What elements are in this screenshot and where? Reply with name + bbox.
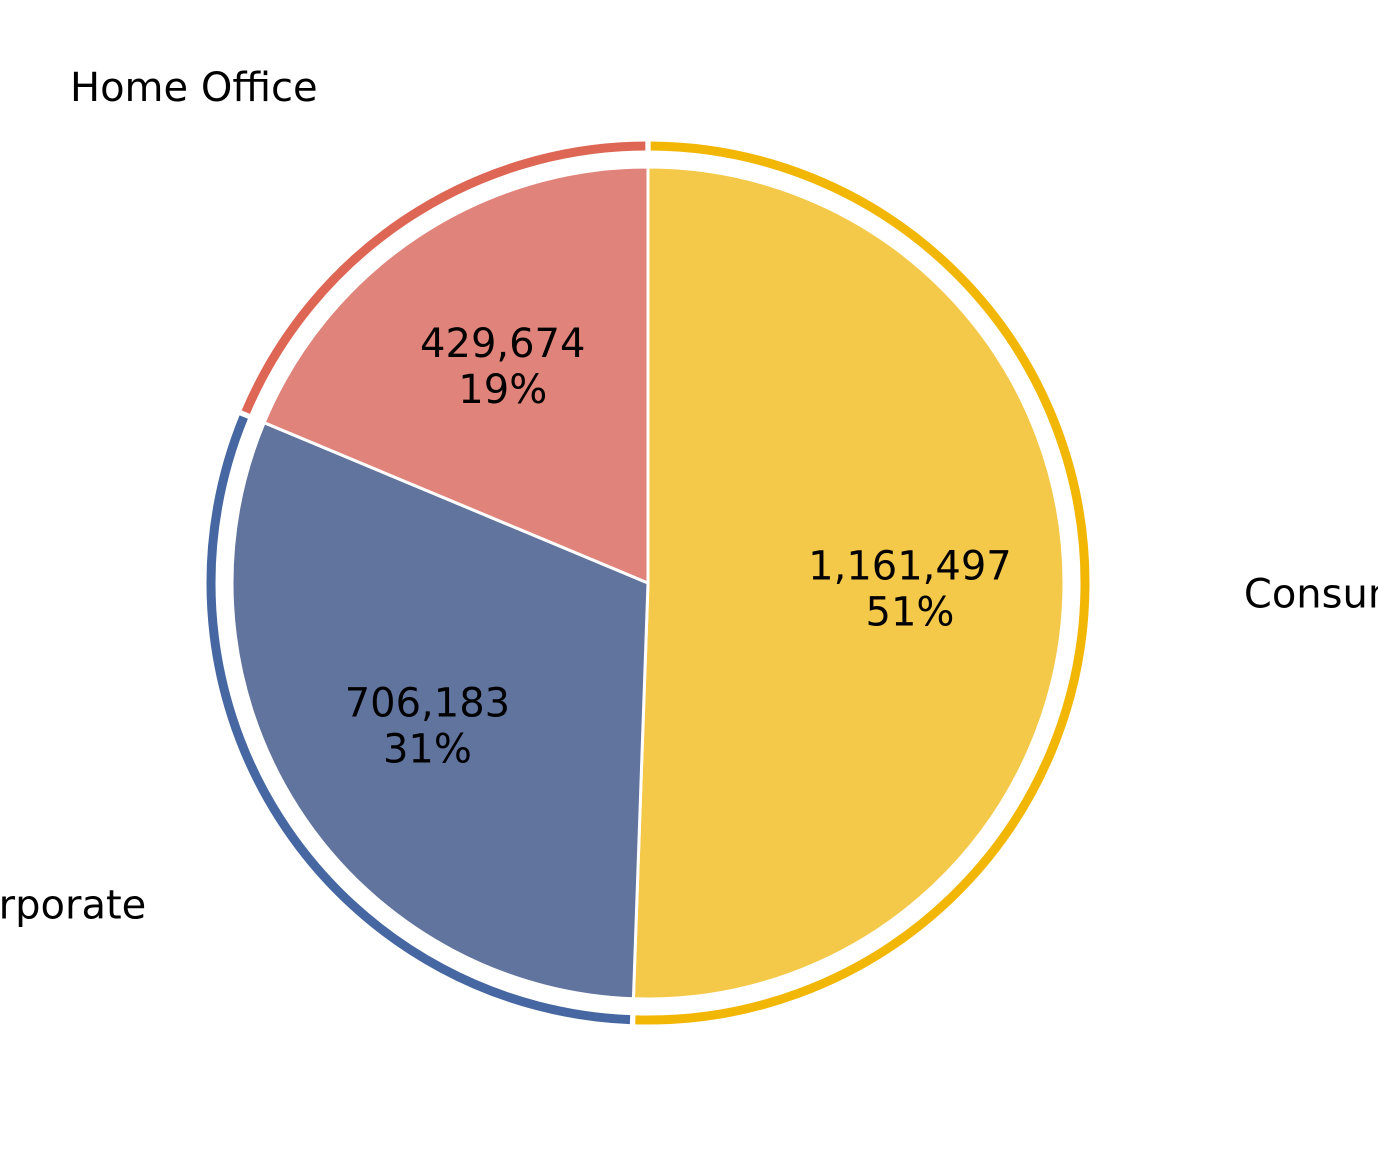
percent-label-consumer: 51% bbox=[866, 590, 955, 636]
pie-slice-corporate bbox=[230, 420, 650, 1001]
value-label-corporate: 706,183 bbox=[345, 680, 510, 726]
percent-label-home-office: 19% bbox=[458, 367, 547, 413]
percent-label-corporate: 31% bbox=[383, 726, 472, 772]
ring-arc-corporate bbox=[206, 415, 631, 1025]
category-label-home-office: Home Office bbox=[70, 65, 318, 111]
ring-arc-consumer bbox=[635, 141, 1090, 1025]
category-label-consumer: Consumer bbox=[1244, 571, 1378, 617]
pie-slice-consumer bbox=[631, 165, 1066, 1001]
value-label-home-office: 429,674 bbox=[420, 321, 585, 367]
ring-arc-home-office bbox=[241, 141, 646, 414]
category-labels: Consumer Corporate Home Office bbox=[0, 65, 1378, 929]
category-label-corporate: Corporate bbox=[0, 883, 146, 929]
pie-slices bbox=[230, 165, 1066, 1001]
value-label-consumer: 1,161,497 bbox=[808, 544, 1012, 590]
outer-rings bbox=[206, 141, 1090, 1025]
pie-slice-home-office bbox=[262, 165, 650, 586]
